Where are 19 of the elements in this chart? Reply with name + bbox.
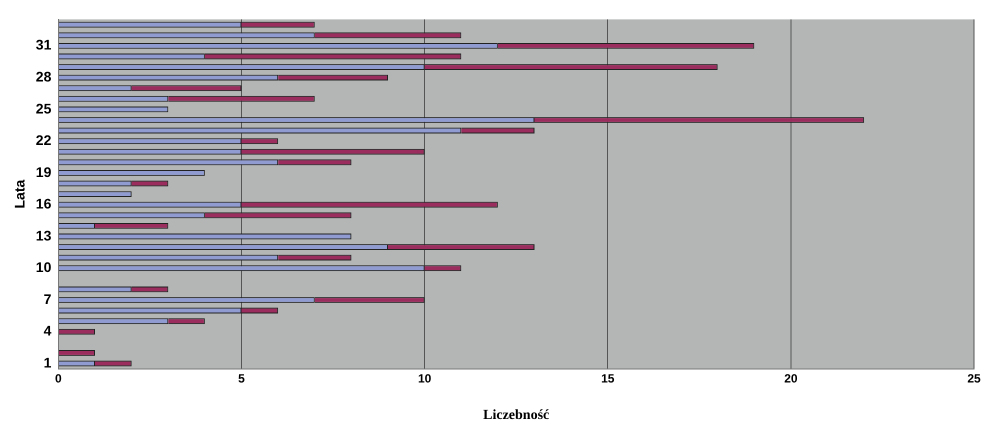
y-tick-label: 19 [36, 164, 52, 180]
y-tick-label: 7 [44, 290, 52, 307]
x-tick-label: 0 [55, 371, 62, 386]
x-tick-label: 5 [238, 371, 246, 386]
y-tick-label: 4 [44, 322, 52, 339]
y-tick-label: 22 [36, 132, 52, 148]
y-tick-label: 31 [36, 36, 52, 53]
x-axis-title: Liczebność [483, 408, 550, 424]
y-tick-label: 13 [36, 227, 52, 244]
x-tick-label: 25 [967, 371, 981, 386]
y-tick-label: 16 [36, 196, 52, 212]
x-tick-label: 20 [784, 371, 798, 386]
y-tick-label: 28 [36, 68, 52, 84]
y-tick-label: 25 [36, 100, 52, 116]
x-tick-label: 10 [418, 371, 432, 386]
y-axis-title: Lata [11, 180, 28, 208]
y-tick-label: 1 [44, 354, 52, 370]
y-tick-label: 10 [36, 259, 52, 276]
x-tick-label: 15 [601, 371, 615, 386]
